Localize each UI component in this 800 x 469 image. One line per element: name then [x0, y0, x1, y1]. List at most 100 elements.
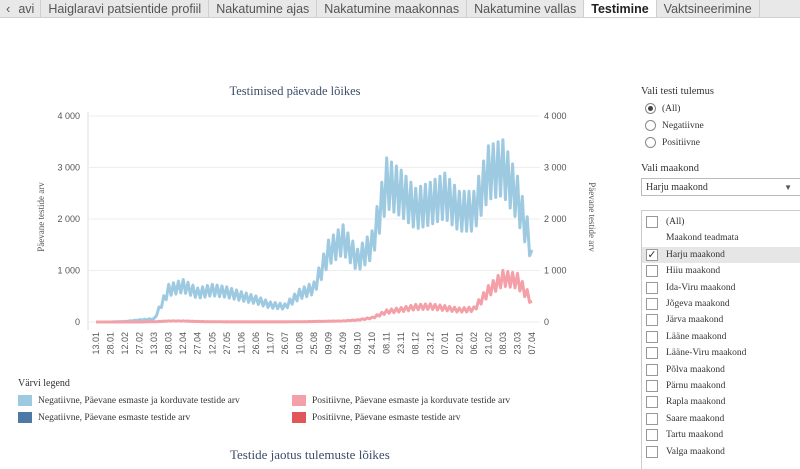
checkbox-icon[interactable]	[646, 298, 658, 310]
series-line-negatiivne[interactable]	[96, 138, 534, 324]
x-tick-label: 07.04	[527, 332, 537, 355]
checkbox-icon[interactable]	[646, 445, 658, 458]
x-tick-label: 13.03	[149, 332, 159, 355]
county-list-label: Järva maakond	[666, 315, 724, 326]
county-list-label: Lääne-Viru maakond	[666, 348, 747, 359]
legend-title: Värvi legend	[18, 378, 70, 389]
county-list-item[interactable]: Ida-Viru maakond	[642, 280, 800, 296]
tab-vaktsineerimine[interactable]: Vaktsineerimine	[657, 0, 760, 17]
checkbox-icon[interactable]	[646, 216, 658, 228]
county-list-item[interactable]: Rapla maakond	[642, 394, 800, 410]
legend-label: Positiivne, Päevane esmaste ja korduvate…	[312, 395, 511, 406]
y-axis-label-right: Päevane testide arv	[587, 182, 597, 252]
radio-all[interactable]: (All)	[645, 103, 680, 114]
legend-swatch	[18, 412, 32, 423]
checkbox-icon[interactable]	[646, 281, 658, 294]
tab-back-button[interactable]: ‹ avi	[0, 0, 42, 17]
x-tick-label: 11.07	[265, 332, 275, 354]
x-tick-label: 26.07	[280, 332, 290, 355]
radio-negatiivne[interactable]: Negatiivne	[645, 120, 704, 131]
legend-item[interactable]: Negatiivne, Päevane esmaste testide arv	[18, 412, 190, 423]
checkbox-icon[interactable]	[646, 429, 658, 442]
x-tick-label: 10.08	[294, 332, 304, 355]
county-list-item[interactable]: Lääne-Viru maakond	[642, 345, 800, 361]
county-list-label: Pärnu maakond	[666, 381, 726, 391]
radio-label: (All)	[662, 103, 681, 114]
x-tick-label: 08.03	[498, 332, 508, 355]
county-list-label: Ida-Viru maakond	[666, 282, 736, 293]
x-tick-label: 21.02	[483, 332, 493, 355]
x-tick-label: 11.06	[236, 332, 246, 354]
county-list-item[interactable]: ✓ Harju maakond	[642, 246, 800, 263]
y-axis-right: 0 1 000 2 000 3 000 4 000	[544, 111, 567, 327]
county-list-label: Maakond teadmata	[666, 233, 739, 244]
checkbox-icon[interactable]	[646, 330, 658, 343]
county-dropdown-value: Harju maakond	[646, 181, 708, 193]
x-tick-label: 12.02	[120, 332, 130, 355]
tab-bar: ‹ avi Haiglaravi patsientide profiil Nak…	[0, 0, 800, 18]
county-list-label: Harju maakond	[666, 249, 725, 260]
x-tick-label: 23.12	[425, 332, 435, 355]
legend-item[interactable]: Positiivne, Päevane esmaste ja korduvate…	[292, 395, 510, 406]
x-tick-label: 12.05	[207, 332, 217, 355]
y-tick-label: 0	[75, 317, 80, 327]
checkbox-icon[interactable]	[646, 314, 658, 327]
county-list-item[interactable]: Põlva maakond	[642, 362, 800, 378]
county-list-item[interactable]: Hiiu maakond	[642, 263, 800, 279]
x-tick-label: 09.09	[324, 332, 334, 355]
legend-item[interactable]: Negatiivne, Päevane esmaste ja korduvate…	[18, 395, 240, 406]
y-tick-label-right: 4 000	[544, 111, 567, 121]
tab-testimine[interactable]: Testimine	[584, 0, 657, 17]
radio-positiivne[interactable]: Positiivne	[645, 137, 700, 148]
chevron-down-icon: ▼	[784, 182, 792, 192]
tab-nakatumine-maakonnas[interactable]: Nakatumine maakonnas	[317, 0, 468, 17]
x-tick-label: 25.08	[309, 332, 319, 355]
checkbox-icon[interactable]	[646, 347, 658, 360]
legend-swatch	[292, 395, 306, 406]
county-list-item[interactable]: Järva maakond	[642, 312, 800, 328]
county-dropdown[interactable]: Harju maakond ▼	[641, 178, 800, 196]
tab-haiglaravi[interactable]: Haiglaravi patsientide profiil	[41, 0, 210, 17]
radio-icon	[645, 103, 656, 114]
tab-nakatumine-ajas[interactable]: Nakatumine ajas	[209, 0, 318, 17]
x-tick-label: 26.06	[251, 332, 261, 355]
county-list-label: (All)	[666, 217, 685, 227]
y-tick-label-right: 3 000	[544, 163, 567, 173]
x-tick-label: 23.03	[512, 332, 522, 355]
checkbox-icon[interactable]	[646, 363, 658, 376]
checkbox-checked-icon[interactable]: ✓	[646, 247, 658, 261]
y-tick-label: 3 000	[57, 163, 80, 173]
county-list-item[interactable]: Pärnu maakond	[642, 378, 800, 394]
county-list: (All) Maakond teadmata ✓ Harju maakond Hiiu …	[641, 210, 800, 469]
county-list-item[interactable]: Lääne maakond	[642, 329, 800, 345]
county-list-label: Jõgeva maakond	[666, 299, 730, 309]
y-tick-label: 1 000	[57, 266, 80, 276]
county-list-item[interactable]: Valga maakond	[642, 444, 800, 460]
x-axis: 13.01 28.01 12.02 27.02 13.03 28.03 12.04 27.04…	[91, 332, 537, 355]
checkbox-icon[interactable]	[646, 380, 658, 392]
chevron-left-icon: ‹	[6, 1, 11, 16]
tab-back-label: avi	[18, 1, 35, 16]
x-tick-label: 12.04	[178, 332, 188, 355]
county-list-label: Põlva maakond	[666, 364, 725, 375]
x-tick-label: 27.05	[222, 332, 232, 355]
x-tick-label: 27.04	[193, 332, 203, 355]
series-line-positiivne[interactable]	[96, 268, 533, 324]
x-tick-label: 23.11	[396, 332, 406, 354]
county-list-item[interactable]: Maakond teadmata	[642, 230, 800, 246]
legend-swatch	[18, 395, 32, 406]
county-list-item[interactable]: Jõgeva maakond	[642, 296, 800, 312]
y-axis-label-left: Päevane testide arv	[36, 182, 46, 252]
chart-series	[96, 138, 534, 324]
legend-swatch	[292, 412, 306, 423]
checkbox-icon[interactable]	[646, 412, 658, 425]
county-list-item[interactable]: Tartu maakond	[642, 427, 800, 443]
tab-nakatumine-vallas[interactable]: Nakatumine vallas	[467, 0, 585, 17]
county-list-item[interactable]: Saare maakond	[642, 411, 800, 427]
legend-item[interactable]: Positiivne, Päevane esmaste testide arv	[292, 412, 461, 423]
county-list-item[interactable]: (All)	[642, 214, 800, 230]
county-list-label: Lääne maakond	[666, 331, 727, 342]
checkbox-icon[interactable]	[646, 396, 658, 409]
checkbox-icon[interactable]	[646, 265, 658, 278]
county-list-label: Tartu maakond	[666, 430, 724, 441]
